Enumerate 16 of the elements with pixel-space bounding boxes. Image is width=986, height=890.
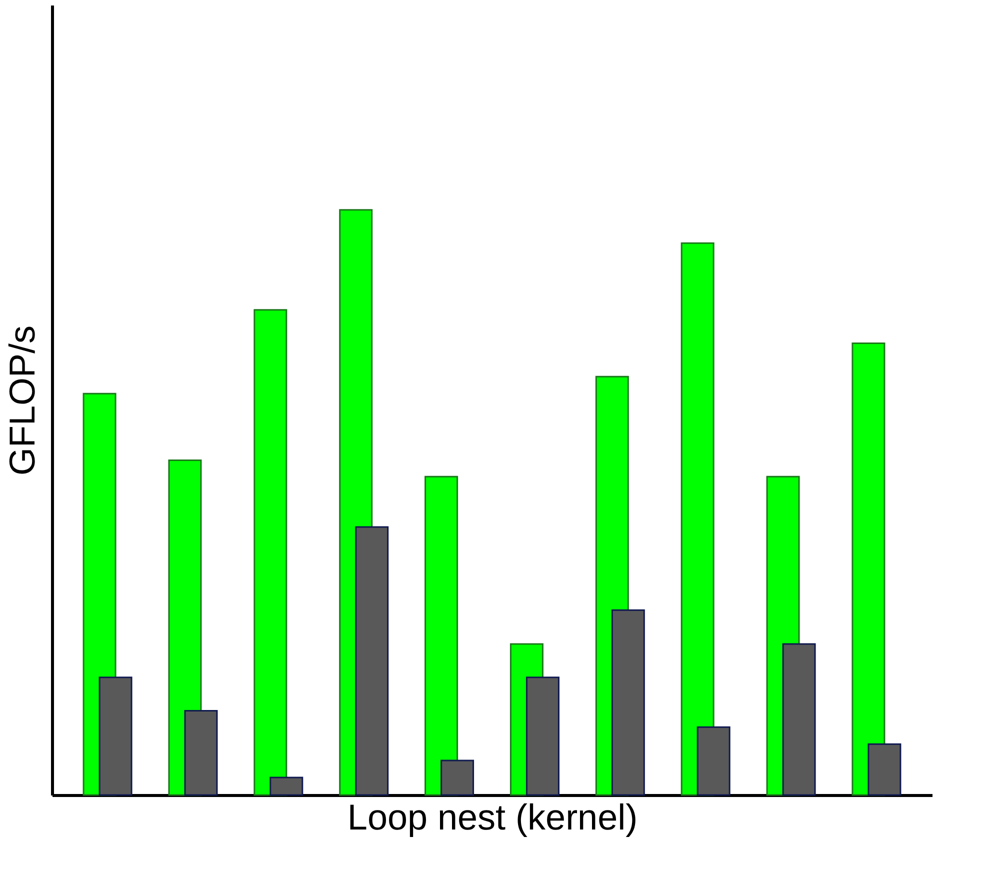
bar: [868, 743, 902, 796]
bar: [98, 676, 132, 796]
bar: [680, 242, 714, 796]
bar: [254, 309, 288, 796]
bar: [424, 476, 458, 796]
y-axis-title: GFLOP/s: [2, 325, 42, 476]
bar: [696, 726, 730, 796]
bar: [184, 710, 218, 796]
bar: [270, 776, 304, 796]
bar: [782, 643, 816, 796]
bar: [611, 609, 645, 796]
bar: [852, 342, 886, 796]
bar: [355, 526, 389, 796]
bar: [526, 676, 560, 796]
bar: [440, 760, 474, 796]
x-axis-title: Loop nest (kernel): [347, 796, 638, 838]
